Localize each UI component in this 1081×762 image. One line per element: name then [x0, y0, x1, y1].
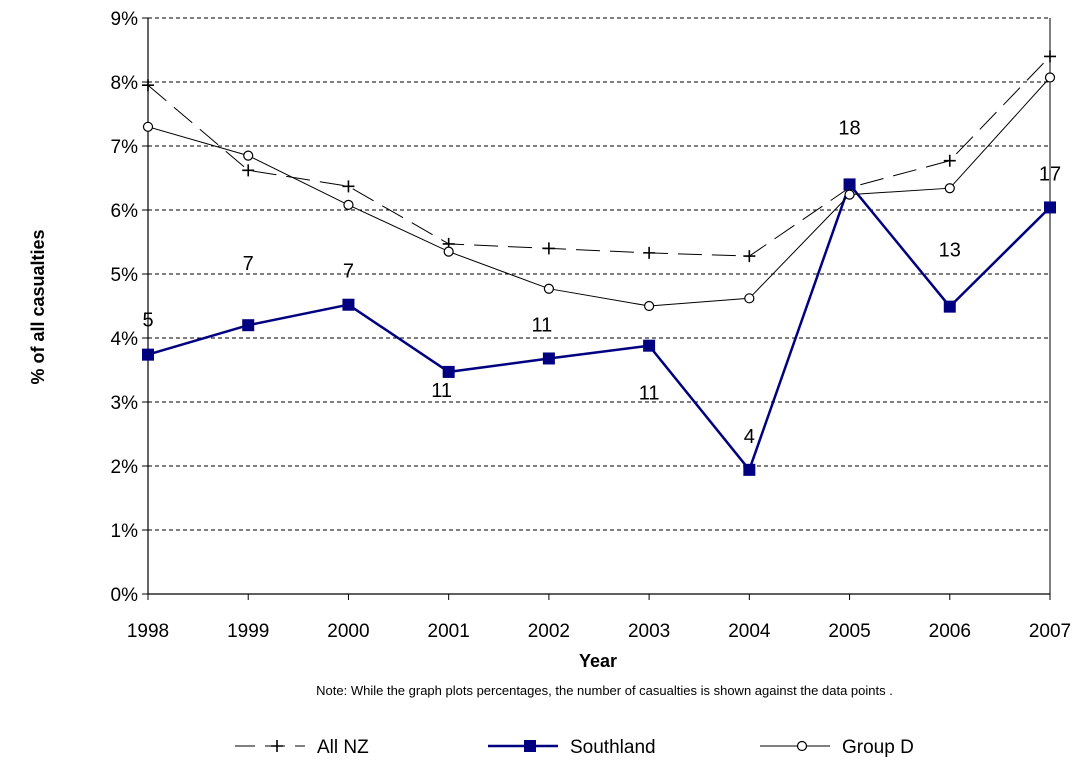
- circle-marker: [644, 300, 655, 312]
- series-markers: [142, 50, 1056, 476]
- plus-marker: [242, 164, 255, 177]
- y-tick-label: 2%: [111, 457, 139, 478]
- chart-note: Note: While the graph plots percentages,…: [0, 683, 1081, 698]
- circle-marker: [543, 283, 554, 294]
- y-tick-label: 4%: [111, 329, 139, 350]
- data-label: 13: [939, 240, 961, 262]
- plus-marker: [943, 154, 956, 167]
- data-label: 5: [142, 310, 153, 332]
- axes: [142, 17, 1051, 600]
- plus-marker: [271, 740, 283, 752]
- data-label: 17: [1039, 163, 1061, 185]
- circle-marker: [844, 189, 855, 200]
- square-marker: [843, 178, 856, 191]
- square-marker: [1044, 201, 1056, 214]
- plus-marker: [643, 246, 656, 259]
- y-tick-label: 5%: [111, 265, 139, 286]
- circle-marker: [243, 150, 254, 161]
- data-label: 4: [744, 426, 755, 448]
- data-label: 7: [343, 261, 354, 283]
- legend-label: All NZ: [317, 737, 369, 758]
- square-marker: [442, 365, 455, 378]
- plus-marker: [142, 79, 154, 92]
- data-label: 11: [639, 383, 660, 405]
- square-marker: [342, 298, 355, 311]
- gridlines: [148, 17, 1050, 531]
- legend-label: Southland: [570, 737, 656, 758]
- data-label: 7: [243, 253, 254, 275]
- series-lines: [147, 56, 1051, 473]
- y-axis-title: % of all casualties: [28, 229, 48, 384]
- y-tick-label: 7%: [111, 137, 139, 158]
- circle-marker: [944, 183, 955, 194]
- circle-marker: [796, 740, 808, 752]
- plus-marker: [342, 180, 355, 193]
- circle-marker: [1044, 72, 1056, 83]
- plus-marker: [542, 242, 555, 255]
- circle-marker: [744, 293, 755, 304]
- square-marker: [524, 740, 536, 752]
- data-label: 11: [431, 380, 452, 402]
- square-marker: [743, 463, 756, 476]
- series-line-group-d: [147, 77, 1051, 307]
- y-tick-label: 9%: [111, 9, 139, 30]
- series-line-all-nz: [147, 56, 1051, 257]
- y-tick-label: 0%: [111, 585, 139, 606]
- y-tick-label: 8%: [111, 73, 139, 94]
- x-tick-label: 2000: [327, 621, 369, 642]
- data-labels: 5 7 7 11 11 11 4 18 13 17: [142, 117, 1061, 447]
- x-tick-labels: 1998 1999 2000 2001 2002 2003 2004 2005 2006 2007: [127, 621, 1071, 642]
- square-marker: [542, 352, 555, 365]
- x-tick-label: 2006: [929, 621, 971, 642]
- x-axis-title: Year: [579, 651, 617, 671]
- y-tick-labels: 0% 1% 2% 3% 4% 5% 6% 7% 8% 9%: [111, 9, 139, 606]
- square-marker: [142, 348, 154, 361]
- square-marker: [242, 319, 255, 332]
- x-tick-label: 2004: [728, 621, 771, 642]
- x-tick-label: 2002: [528, 621, 570, 642]
- y-tick-label: 6%: [111, 201, 139, 222]
- x-tick-label: 2007: [1029, 621, 1071, 642]
- x-tick-label: 2005: [828, 621, 870, 642]
- x-tick-label: 1999: [227, 621, 269, 642]
- square-marker: [943, 300, 956, 313]
- plus-marker: [743, 250, 756, 263]
- square-marker: [643, 339, 656, 352]
- y-tick-label: 3%: [111, 393, 139, 414]
- legend-label: Group D: [842, 737, 914, 758]
- circle-marker: [142, 121, 154, 132]
- plus-marker: [1044, 50, 1056, 63]
- x-tick-label: 2003: [628, 621, 670, 642]
- x-tick-label: 1998: [127, 621, 169, 642]
- x-tick-label: 2001: [428, 621, 470, 642]
- legend: All NZ Southland Group D: [235, 737, 914, 758]
- y-tick-label: 1%: [111, 521, 139, 542]
- data-label: 11: [532, 314, 553, 336]
- series-line-southland: [147, 181, 1051, 473]
- data-label: 18: [838, 117, 860, 139]
- note-text: Note: While the graph plots percentages,…: [316, 683, 893, 698]
- circle-marker: [443, 246, 454, 257]
- circle-marker: [343, 199, 354, 210]
